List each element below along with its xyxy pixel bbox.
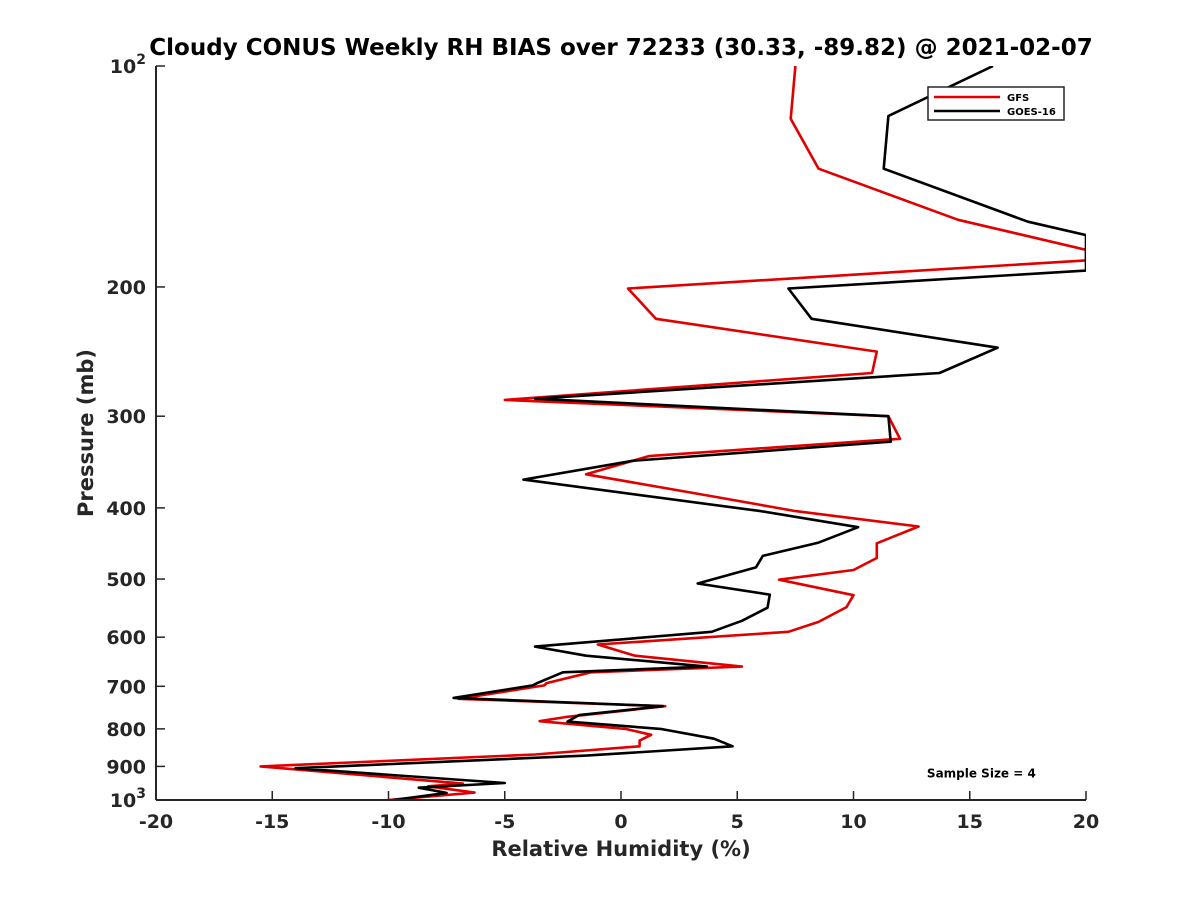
x-tick-label: -5 bbox=[494, 811, 515, 833]
y-tick-label: 400 bbox=[106, 498, 146, 520]
y-tick-label: 800 bbox=[106, 719, 146, 741]
x-tick-label: -10 bbox=[371, 811, 405, 833]
x-axis-label: Relative Humidity (%) bbox=[491, 837, 750, 861]
sample-size-annotation: Sample Size = 4 bbox=[927, 766, 1036, 780]
series-line-goes-16 bbox=[294, 66, 1086, 800]
y-tick-label: 200 bbox=[106, 277, 146, 299]
chart-title: Cloudy CONUS Weekly RH BIAS over 72233 (… bbox=[149, 35, 1092, 61]
y-tick-label: 102 bbox=[110, 52, 146, 78]
axes bbox=[155, 66, 1086, 801]
y-tick-label: 500 bbox=[106, 569, 146, 591]
plot-area bbox=[259, 66, 1086, 800]
legend-label-gfs: GFS bbox=[1007, 93, 1029, 104]
x-tick-label: 15 bbox=[957, 811, 983, 833]
x-tick-label: 10 bbox=[840, 811, 866, 833]
x-tick-label: 20 bbox=[1073, 811, 1099, 833]
y-tick-label: 300 bbox=[106, 406, 146, 428]
legend-label-goes16: GOES-16 bbox=[1007, 107, 1056, 118]
legend-box bbox=[927, 86, 1065, 121]
x-ticks: -20 -15 -10 -5 0 5 10 15 20 bbox=[139, 791, 1099, 833]
x-tick-label: -20 bbox=[139, 811, 173, 833]
series-line-gfs bbox=[259, 66, 1086, 800]
y-axis-label: Pressure (mb) bbox=[74, 349, 98, 517]
y-tick-label: 103 bbox=[110, 786, 146, 812]
y-tick-label: 700 bbox=[106, 676, 146, 698]
y-tick-label: 600 bbox=[106, 627, 146, 649]
annotations: Sample Size = 4 bbox=[927, 766, 1036, 780]
x-tick-label: 5 bbox=[731, 811, 744, 833]
y-tick-label: 900 bbox=[106, 756, 146, 778]
x-tick-label: 0 bbox=[614, 811, 627, 833]
y-ticks: 102 200 300 400 500 600 700 800 900 103 bbox=[106, 52, 165, 812]
x-tick-label: -15 bbox=[255, 811, 289, 833]
legend: GFS GOES-16 bbox=[927, 86, 1065, 121]
